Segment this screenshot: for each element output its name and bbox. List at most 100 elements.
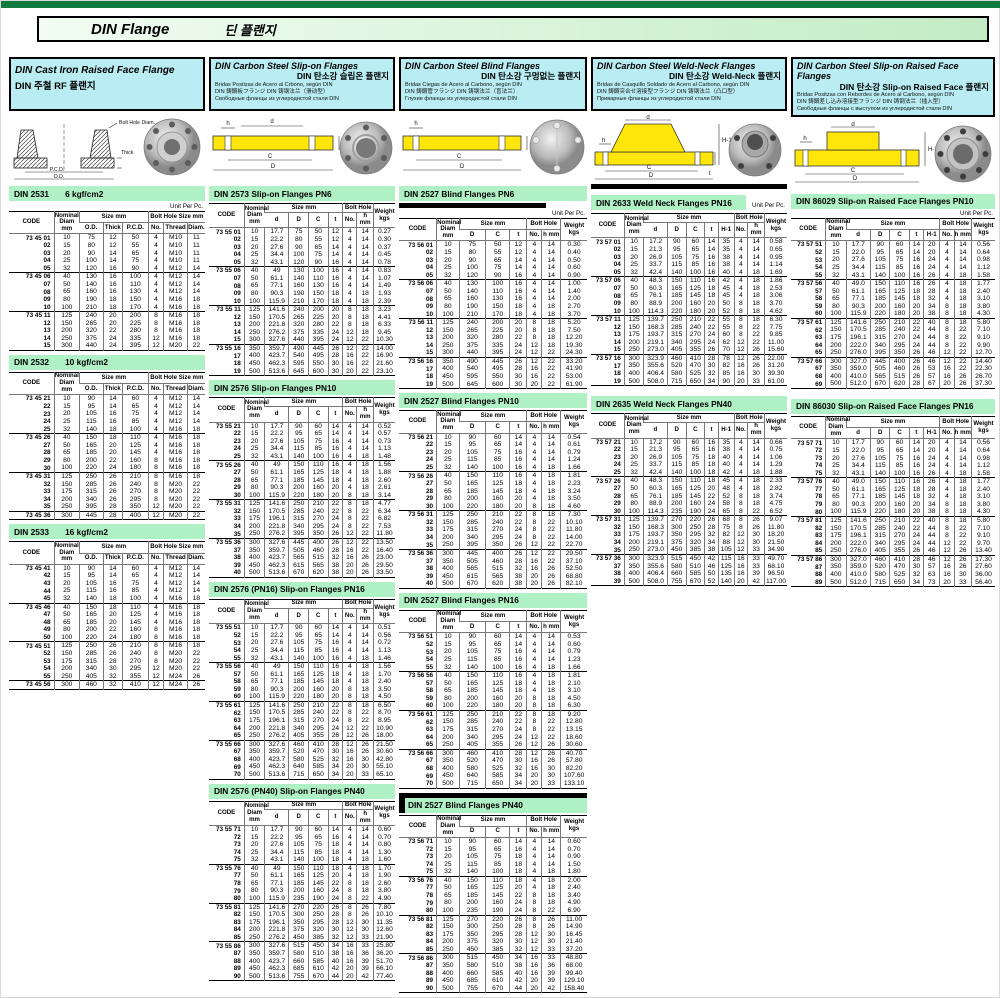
- section-subtitle-ru: Свободные фланцы из углеродистой стали D…: [215, 95, 339, 102]
- table-row: 13 200 221.8 320 280 22 8 18 6.33: [209, 321, 395, 329]
- table-row: 73 45 41 10 90 14 60 4 M12 14: [9, 563, 205, 573]
- din86029: CODE Nominal Diam mm Size mm Bolt Hole Weigh…: [791, 217, 995, 389]
- table-row: 57 50 61.1 165 125 18 4 18 1.70: [209, 670, 395, 679]
- table-row: 73 45 36 300 445 28 400 12 M20 22: [9, 510, 205, 520]
- table-row: 33 175 315 270 24 8 22 11.80: [399, 526, 587, 534]
- table-row: 05 32 43.1 120 90 16 4 14 0.78: [209, 258, 395, 267]
- din2531-table: CODE Nominal Diam mm Size mm Bolt Hole Size…: [9, 211, 205, 351]
- table-row: 73 45 21 10 90 14 60 4 M12 14: [9, 394, 205, 403]
- table-row: 65 250 405 355 26 12 26 30.60: [399, 741, 587, 750]
- table-row: 29 80 200 22 160 8 M16 18: [9, 456, 205, 465]
- din2633: CODE Nominal Diam mm Size mm Bolt Hole Weigh…: [591, 213, 787, 387]
- table-row: 74 25 34.4 115 85 18 4 14 1.30: [209, 848, 395, 857]
- table-row: 25 32 43.1 140 100 16 4 18 1.48: [209, 452, 395, 461]
- unit-note: Unit Per Pc.: [751, 202, 785, 209]
- table-row: 08 65 76.1 185 145 18 45 4 18 3.06: [591, 292, 787, 300]
- table-row: 03 20 90 14 65 4 M10 11: [9, 249, 205, 258]
- black-divider: [399, 203, 546, 208]
- slip-on-photo: [339, 121, 393, 175]
- table-row: 09 80 88.9 200 160 20 50 8 18 3.70: [591, 299, 787, 308]
- table-title-din2532: DIN 2532 10 kgf/cm2: [9, 354, 205, 370]
- table-row: 68 400 580 525 32 16 30 82.20: [399, 764, 587, 773]
- table-row: 24 25 115 85 16 4 14 1.24: [399, 456, 587, 464]
- table-row: 37 350 355.6 580 510 46 125 16 33 68.10: [591, 562, 787, 571]
- table-row: 10 100 210 18 170 4 M16 18: [9, 303, 205, 312]
- table-row: 73 20 27.6 105 75 16 24 4 14 0.98: [791, 454, 995, 463]
- table-row: 23 20 27.6 105 75 16 4 14 0.73: [209, 437, 395, 446]
- label-c: C: [851, 168, 856, 174]
- table-row: 14 200 219.1 340 295 24 62 12 22 11.00: [591, 338, 787, 347]
- table-row: 38 400 565 515 32 16 26 52.50: [399, 565, 587, 573]
- table-row: 42 15 95 14 65 4 M12 14: [9, 572, 205, 580]
- table-row: 22 15 22.2 95 65 14 4 14 0.57: [209, 430, 395, 438]
- table-row: 29 80 200 160 20 4 18 3.50: [399, 495, 587, 503]
- table-row: 62 150 170.5 285 240 22 44 8 22 7.10: [791, 326, 995, 335]
- table-row: 78 65 77.1 185 145 18 32 4 18 3.10: [791, 493, 995, 501]
- table-row: 53 20 27.6 105 75 16 4 14 0.72: [209, 639, 395, 647]
- table-row: 68 400 410.0 565 515 26 57 16 26 26.70: [791, 372, 995, 381]
- table-row: 73 55 76 40 49 150 110 18 4 18 1.70: [209, 863, 395, 873]
- table-row: 73 45 06 40 130 16 100 4 M12 14: [9, 272, 205, 281]
- table-row: 79 80 90.3 200 160 24 8 18 3.80: [209, 887, 395, 895]
- table-title-din2531: DIN 2531 6 kgf/cm2: [9, 186, 205, 201]
- table-title-din2633: DIN 2633 Weld Neck Flanges PN16: [591, 195, 746, 210]
- table-row: 37 350 359.7 505 460 28 16 22 16.40: [209, 546, 395, 555]
- table-row: 69 450 640 585 34 20 30 107.60: [399, 772, 587, 780]
- table-row: 73 55 86 300 327.6 515 450 34 16 33 25.80: [209, 941, 395, 950]
- table-row: 30 100 220 24 180 8 M16 18: [9, 464, 205, 473]
- table-row: 79 80 90.3 200 160 20 34 8 18 3.80: [791, 500, 995, 509]
- table-row: 80 100 115.9 220 180 20 38 8 18 4.30: [791, 508, 995, 517]
- table-row: 30 100 115.9 220 180 20 8 18 3.14: [209, 491, 395, 500]
- table-row: 73 57 36 300 323.9 515 450 42 115 16 33 49.70: [591, 553, 787, 563]
- table-row: 75 32 140 100 18 4 18 1.80: [399, 868, 587, 877]
- table-row: 72 15 22.0 95 65 14 20 4 14 0.64: [791, 446, 995, 455]
- table-row: 55 32 43.1 140 100 16 26 4 18 1.58: [791, 271, 995, 280]
- table-row: 75 32 43.1 140 100 16 26 4 18 1.58: [791, 469, 995, 478]
- table-row: 05 32 120 16 90 4 M12 14: [9, 264, 205, 273]
- label-bolt-hole-diam: Bolt Hole Diam.: [119, 120, 155, 126]
- din2573-table: CODE Nominal Diam mm Size mm Bolt Hole Weigh…: [209, 203, 395, 377]
- table-row: 62 150 285 240 22 8 22 12.80: [399, 718, 587, 726]
- table-row: 12 150 265 225 20 8 18 7.50: [399, 326, 587, 335]
- table-row: 58 65 77.1 185 145 18 32 4 18 3.10: [791, 295, 995, 303]
- table-row: 90 500 755 670 44 20 42 158.40: [399, 984, 587, 993]
- table-row: 13 200 320 280 22 8 18 12.20: [399, 334, 587, 342]
- table-row: 73 56 81 125 270 220 26 8 26 11.00: [399, 914, 587, 924]
- table-row: 85 250 450 385 32 12 33 37.20: [399, 945, 587, 954]
- table-row: 23 20 105 16 75 4 M12 14: [9, 410, 205, 418]
- table-row: 82 150 170.5 300 250 28 8 26 10.10: [209, 911, 395, 919]
- weld-neck-cross-section: d h H-1 t C D: [594, 115, 732, 180]
- unit-note: Unit Per Pc.: [551, 210, 585, 217]
- table-row: 73 55 16 350 359.7 490 445 26 12 22 14.00: [209, 343, 395, 353]
- table-title-din2527pn16: DIN 2527 Blind Flanges PN16: [399, 592, 587, 608]
- label-thick: Thick: [121, 150, 134, 156]
- table-row: 82 150 170.5 285 240 22 44 8 22 7.10: [791, 524, 995, 533]
- label-d: d: [851, 122, 854, 128]
- table-row: 85 250 276.2 450 385 32 12 33 21.90: [209, 933, 395, 942]
- section-subtitle-es: Bridas Postizas de Acero al Crbono, segú…: [215, 81, 333, 88]
- table-row: 62 150 170.5 285 240 22 8 22 8.70: [209, 709, 395, 717]
- table-row: 63 175 196.1 315 270 24 44 8 22 9.10: [791, 334, 995, 342]
- table-row: 34 200 340 295 24 8 22 14.00: [399, 533, 587, 542]
- table-row: 10 100 114.3 220 180 20 52 8 18 4.62: [591, 307, 787, 316]
- table-row: 25 32 140 18 100 4 M16 18: [9, 425, 205, 434]
- table-row: 73 55 01 10 17.7 75 50 12 4 14 0.27: [209, 227, 395, 236]
- diagram-weld-neck: d h H-1 t C D: [591, 114, 787, 182]
- table-row: 89 450 462.3 685 610 42 20 39 66.10: [209, 965, 395, 973]
- section-title: DIN Carbon Steel Slip-on Raised Face Fla…: [797, 61, 959, 82]
- table-row: 60 100 220 180 20 8 18 6.30: [399, 702, 587, 711]
- table-row: 52 150 285 26 240 8 M20 22: [9, 649, 205, 658]
- section-title: DIN Carbon Steel Slip-on Flanges: [215, 61, 359, 71]
- table-row: 88 400 423.7 660 585 40 16 39 51.70: [209, 957, 395, 966]
- table-title-din86029: DIN 86029 Slip-on Raised Face Flanges PN…: [791, 193, 995, 209]
- table-row: 73 55 36 300 327.6 445 400 26 12 22 13.50: [209, 537, 395, 547]
- table-row: 73 56 16 350 490 445 26 12 22 33.20: [399, 356, 587, 366]
- label-h: h: [414, 121, 417, 127]
- table-row: 04 25 33.7 115 85 16 38 4 14 1.14: [591, 261, 787, 269]
- din2527pn10-table: CODE Nominal Diam mm Size mm Bolt Hole Weigh…: [399, 410, 587, 589]
- table-row: 69 450 462.3 640 585 34 20 30 55.10: [209, 763, 395, 771]
- table-row: 07 50 140 16 110 4 M12 14: [9, 280, 205, 289]
- table-row: 18 450 595 550 30 16 22 53.00: [399, 373, 587, 381]
- table-row: 84 200 221.8 375 320 30 12 30 12.60: [209, 926, 395, 934]
- table-row: 02 15 80 55 12 4 14 0.40: [399, 249, 587, 257]
